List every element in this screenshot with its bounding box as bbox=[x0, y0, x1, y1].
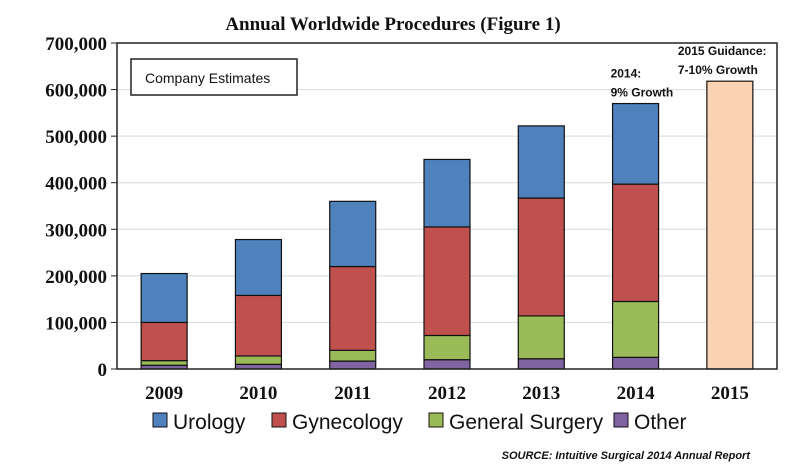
y-tick-label: 100,000 bbox=[45, 313, 107, 334]
bar-segment-2014-gynecology bbox=[611, 183, 660, 303]
bar-segment-2009-urology bbox=[140, 272, 188, 324]
y-tick-label: 0 bbox=[98, 360, 108, 381]
company-estimates-label: Company Estimates bbox=[145, 70, 270, 86]
bar-segment-2010-urology bbox=[234, 238, 283, 297]
y-tick-label: 200,000 bbox=[45, 267, 107, 288]
x-tick-label: 2011 bbox=[334, 383, 371, 404]
bar-segment-2011-general-surgery bbox=[329, 349, 377, 362]
bar-segment-2012-other bbox=[423, 359, 471, 370]
x-tick-label: 2009 bbox=[145, 383, 183, 404]
y-tick-label: 400,000 bbox=[45, 174, 107, 195]
bar-segment-2010-general-surgery bbox=[234, 355, 283, 365]
legend-label-gynecology: Gynecology bbox=[292, 411, 403, 434]
x-tick-label: 2015 bbox=[711, 383, 749, 404]
legend-label-urology: Urology bbox=[173, 411, 246, 434]
annotations: 2014: 9% Growth 2015 Guidance: 7-10% Growth bbox=[611, 44, 767, 99]
bar-segment-2011-other bbox=[329, 360, 377, 370]
company-estimates-frame bbox=[130, 58, 298, 96]
bars bbox=[140, 80, 754, 370]
y-axis: 0 100,000 200,000 300,000 400,000 500,000 600,… bbox=[45, 34, 117, 381]
bar-segment-2012-urology bbox=[423, 158, 471, 228]
bar-segment-2011-urology bbox=[329, 200, 377, 268]
plot-frame bbox=[116, 42, 778, 370]
bar-segment-2010-gynecology bbox=[234, 294, 283, 357]
company-estimates-box: Company Estimates bbox=[130, 58, 298, 96]
bar-segment-2015-total bbox=[706, 80, 754, 370]
bar-segment-2014-general-surgery bbox=[611, 300, 660, 358]
bar-segment-2012-gynecology bbox=[423, 226, 471, 337]
legend-swatch-other bbox=[613, 412, 629, 428]
bar-segment-2012-general-surgery bbox=[423, 334, 471, 361]
bar-segment-2009-gynecology bbox=[140, 321, 188, 362]
y-tick-label: 600,000 bbox=[45, 81, 107, 102]
legend-swatch-gynecology bbox=[271, 412, 287, 428]
annotation-2015-line: 7-10% Growth bbox=[678, 63, 758, 77]
chart-title: Annual Worldwide Procedures (Figure 1) bbox=[225, 14, 560, 35]
bar-segment-2013-other bbox=[517, 358, 565, 370]
annotation-2014-line: 9% Growth bbox=[611, 86, 674, 100]
x-axis: 2009 2010 2011 2012 2013 2014 2015 bbox=[145, 383, 749, 404]
y-tick-label: 500,000 bbox=[45, 127, 107, 148]
source-note: SOURCE: Intuitive Surgical 2014 Annual R… bbox=[502, 450, 752, 462]
y-tick-label: 300,000 bbox=[45, 220, 107, 241]
x-tick-label: 2014 bbox=[617, 383, 656, 404]
x-tick-label: 2010 bbox=[239, 383, 277, 404]
bar-segment-2013-general-surgery bbox=[517, 315, 565, 360]
bar-segment-2013-urology bbox=[517, 125, 565, 199]
legend: Urology Gynecology General Surgery Other bbox=[152, 411, 687, 434]
bar-segment-2013-gynecology bbox=[517, 197, 565, 317]
legend-label-other: Other bbox=[634, 411, 687, 434]
bar-segment-2009-general-surgery bbox=[140, 360, 188, 366]
legend-swatch-general-surgery bbox=[428, 412, 444, 428]
x-tick-label: 2012 bbox=[428, 383, 466, 404]
legend-label-general-surgery: General Surgery bbox=[449, 411, 604, 434]
bar-segment-2011-gynecology bbox=[329, 265, 377, 351]
bar-segment-2014-urology bbox=[611, 102, 660, 185]
annotation-2015-line: 2015 Guidance: bbox=[678, 44, 767, 58]
legend-swatch-urology bbox=[152, 412, 168, 428]
annotation-2014-line: 2014: bbox=[611, 67, 642, 81]
y-tick-label: 700,000 bbox=[45, 34, 107, 55]
bar-segment-2014-other bbox=[611, 356, 660, 370]
x-tick-label: 2013 bbox=[522, 383, 560, 404]
